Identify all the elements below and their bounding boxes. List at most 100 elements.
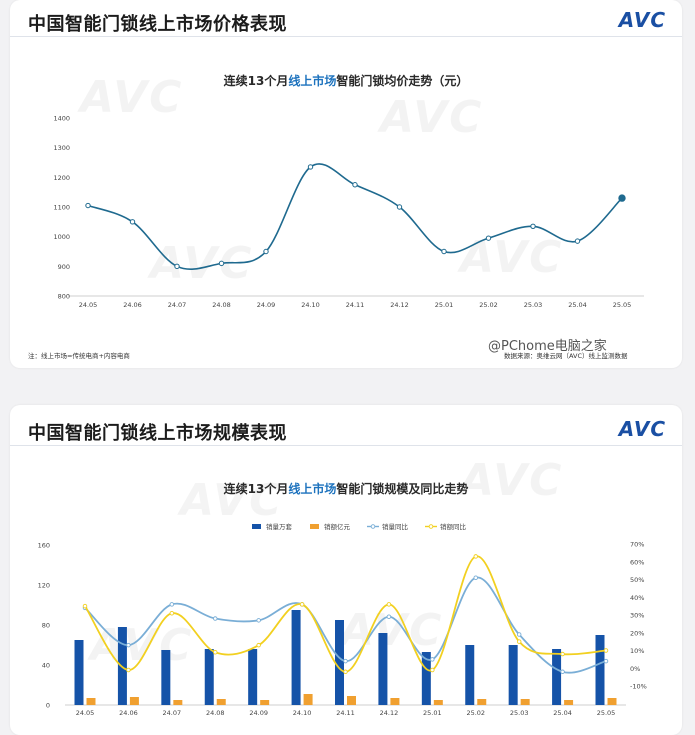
amount-bar	[433, 700, 443, 705]
right-tick-label: 20%	[630, 629, 644, 637]
x-tick-label: 25.03	[510, 709, 529, 717]
volume-bar	[335, 620, 344, 705]
volume-bar	[161, 650, 171, 705]
left-tick-label: 40	[42, 662, 50, 670]
price-point	[485, 235, 492, 241]
scale-chart-title-suffix: 智能门锁规模及同比走势	[336, 482, 469, 496]
amount-yoy-point	[603, 648, 609, 653]
legend-label: 销量万套	[266, 522, 293, 531]
x-tick-label: 25.05	[613, 301, 632, 309]
volume-yoy-point	[126, 642, 131, 648]
volume-yoy-point	[343, 658, 348, 664]
price-panel-heading: 中国智能门锁线上市场价格表现	[28, 14, 287, 35]
amount-yoy-point	[169, 610, 175, 616]
price-line-chart: 1400 1300 1200 1100 1000 900 800 24.05 24.06 24.0…	[53, 115, 644, 309]
price-point	[396, 204, 403, 210]
y-tick-label: 1400	[53, 115, 70, 123]
x-tick-label: 24.07	[163, 709, 182, 717]
x-tick-label: 25.03	[524, 301, 543, 309]
amount-yoy-point	[343, 669, 348, 675]
x-tick-label: 24.10	[293, 709, 312, 717]
amount-yoy-point	[82, 603, 88, 609]
right-tick-label: 70%	[630, 541, 644, 549]
x-tick-label: 25.02	[466, 709, 485, 717]
volume-bar	[378, 633, 388, 705]
x-tick-label: 24.08	[212, 301, 231, 309]
x-tick-label: 24.06	[119, 709, 138, 717]
scale-panel: 中国智能门锁线上市场规模表现 AVC AVC AVC AVC AVC 连续13个…	[10, 405, 682, 735]
price-chart-title-suffix: 智能门锁均价走势（元）	[336, 74, 469, 88]
volume-bar	[248, 649, 258, 705]
left-tick-label: 0	[46, 702, 50, 710]
scale-chart-title-highlight: 线上市场	[288, 482, 337, 496]
x-tick-label: 25.02	[479, 301, 498, 309]
amount-yoy-point	[560, 651, 565, 657]
x-tick-label: 24.12	[390, 301, 409, 309]
scale-panel-heading: 中国智能门锁线上市场规模表现	[28, 423, 287, 444]
price-point	[574, 238, 581, 244]
volume-yoy-point	[169, 602, 175, 607]
right-tick-label: 10%	[630, 647, 644, 655]
x-tick-label: 24.09	[249, 709, 268, 717]
volume-yoy-point	[212, 616, 218, 621]
price-chart-title-highlight: 线上市场	[288, 74, 337, 88]
price-point	[218, 260, 225, 267]
amount-bar	[216, 699, 226, 705]
amount-bar	[520, 699, 530, 705]
price-point	[441, 248, 447, 255]
amount-bar	[86, 698, 96, 705]
right-tick-label: 50%	[630, 576, 644, 584]
amount-bar	[390, 698, 400, 705]
volume-bar	[421, 652, 431, 705]
y-tick-label: 800	[58, 293, 70, 301]
scale-chart-title: 连续13个月线上市场智能门锁规模及同比走势	[10, 480, 682, 497]
price-panel: 中国智能门锁线上市场价格表现 AVC AVC AVC AVC AVC 连续13个…	[10, 0, 682, 368]
price-point	[618, 194, 626, 202]
legend-swatch	[310, 524, 319, 529]
volume-yoy-point	[560, 669, 565, 675]
x-tick-label: 24.12	[380, 709, 399, 717]
price-point	[129, 219, 136, 225]
heading-divider	[10, 445, 682, 446]
amount-yoy-point	[126, 667, 131, 673]
left-tick-label: 160	[38, 542, 50, 550]
scale-combo-chart: 160 120 80 40 0 70% 60% 50% 40% 30% 20% 10% 0% -10% 24…	[38, 522, 647, 717]
right-tick-label: -10%	[630, 683, 647, 691]
price-chart-title: 连续13个月线上市场智能门锁均价走势（元）	[10, 72, 682, 89]
amount-bar	[260, 700, 270, 705]
price-line	[87, 163, 623, 270]
y-tick-label: 1100	[53, 204, 70, 212]
amount-bar	[607, 698, 617, 705]
x-tick-label: 24.05	[76, 709, 95, 717]
volume-bar	[595, 635, 605, 705]
volume-bar	[552, 649, 562, 705]
x-tick-label: 24.05	[79, 301, 98, 309]
x-tick-label: 24.06	[123, 301, 142, 309]
volume-bar	[508, 645, 518, 705]
avc-watermark-logo: AVC	[380, 92, 483, 143]
amount-yoy-point	[299, 602, 305, 607]
x-tick-label: 25.04	[568, 301, 587, 309]
y-tick-label: 1200	[53, 174, 70, 182]
amount-yoy-point	[430, 667, 435, 673]
legend-label: 销额亿元	[324, 522, 351, 531]
heading-divider	[10, 36, 682, 37]
price-point	[530, 223, 536, 229]
x-tick-label: 24.11	[336, 709, 355, 717]
volume-yoy-point	[516, 632, 522, 637]
legend-marker	[370, 524, 376, 529]
volume-yoy-point	[430, 657, 435, 662]
avc-watermark-logo: AVC	[80, 72, 183, 123]
right-tick-label: 60%	[630, 558, 644, 566]
amount-yoy-point	[256, 642, 261, 648]
right-tick-label: 30%	[630, 612, 644, 620]
avc-watermark-logo: AVC	[180, 475, 283, 526]
legend-marker	[428, 524, 434, 529]
amount-bar	[347, 696, 356, 705]
y-tick-label: 1000	[53, 233, 70, 241]
avc-watermark-logo: AVC	[340, 605, 443, 656]
amount-yoy-point	[516, 639, 522, 644]
volume-yoy-point	[386, 614, 392, 620]
x-tick-label: 25.05	[597, 709, 616, 717]
price-point	[352, 182, 358, 188]
